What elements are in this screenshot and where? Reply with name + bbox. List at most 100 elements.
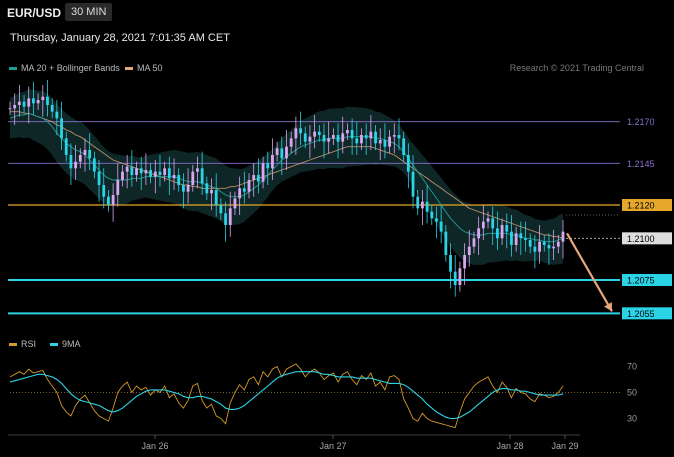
level-box-1: [622, 157, 662, 170]
candle-body: [439, 221, 443, 232]
level-box-4: [622, 274, 672, 286]
candle-body: [402, 138, 406, 155]
candle-body: [416, 196, 420, 209]
candle-body: [533, 246, 537, 252]
candle-body: [542, 241, 546, 245]
candle-body: [196, 168, 199, 172]
candle-body: [271, 155, 274, 169]
candle-body: [280, 148, 284, 159]
candle-body: [299, 128, 302, 134]
candle-body: [369, 131, 373, 139]
candle-body: [481, 221, 485, 229]
candle-body: [27, 98, 31, 107]
legend-rsi-swatch: [9, 342, 17, 346]
level-label-0: 1.2170: [627, 117, 655, 127]
candle-body: [458, 268, 462, 285]
time-tick-label-1: Jan 27: [319, 441, 346, 451]
candle-body: [355, 138, 359, 144]
candle-body: [92, 158, 96, 172]
candle-body: [463, 255, 466, 269]
candle-body: [336, 135, 340, 142]
candle-body: [425, 201, 429, 212]
candle-body: [374, 131, 377, 144]
rsi-9ma-line: [9, 371, 564, 420]
candle-body: [275, 148, 279, 155]
candle-body: [261, 163, 265, 182]
candle-body: [388, 136, 392, 147]
candle-body: [233, 198, 237, 209]
candle-body: [60, 118, 63, 139]
candle-body: [317, 131, 321, 135]
candle-body: [411, 171, 415, 197]
level-label-5: 1.2055: [627, 309, 655, 319]
candle-body: [453, 271, 457, 285]
candle-body: [144, 170, 148, 174]
candle-body: [13, 105, 17, 109]
candle-body: [50, 105, 54, 112]
legend-ma20-swatch: [9, 66, 17, 70]
legend-9ma: 9MA: [50, 339, 81, 349]
bollinger-band: [10, 89, 563, 265]
legend-ma20: MA 20 + Bollinger Bands: [9, 63, 120, 73]
candle-body: [421, 201, 424, 209]
candle-body: [172, 175, 176, 179]
candle-body: [181, 185, 185, 192]
candle-body: [364, 135, 368, 139]
candle-body: [524, 238, 527, 240]
level-box-5: [622, 307, 672, 320]
candle-body: [331, 135, 335, 139]
candle-body: [289, 138, 293, 147]
legend-ma50-swatch: [125, 66, 133, 70]
candle-body: [224, 213, 227, 225]
candle-body: [547, 245, 551, 249]
candle-body: [55, 111, 59, 119]
candle-body: [327, 138, 331, 142]
rsi-tick-70: 70: [627, 362, 637, 372]
candle-body: [46, 96, 49, 105]
candle-body: [528, 240, 532, 247]
candle-body: [406, 155, 410, 172]
candle-body: [153, 171, 157, 177]
candle-body: [200, 168, 204, 184]
legend-9ma-swatch: [50, 342, 58, 346]
candle-body: [219, 205, 223, 214]
candle-body: [285, 146, 288, 159]
candle-body: [83, 150, 87, 155]
candle-body: [266, 163, 270, 169]
candle-body: [510, 231, 513, 245]
candle-body: [392, 135, 396, 137]
candle-body: [500, 225, 504, 239]
time-tick-label-0: Jan 26: [141, 441, 168, 451]
candle-body: [346, 130, 349, 134]
datetime-label: Thursday, January 28, 2021 7:01:35 AM CE…: [10, 32, 230, 44]
candle-body: [205, 183, 209, 194]
candle-body: [256, 175, 260, 182]
candle-body: [228, 208, 232, 225]
candle-body: [97, 171, 101, 185]
candle-body: [303, 133, 307, 142]
candle-body: [514, 233, 518, 245]
candle-body: [177, 175, 181, 185]
candle-body: [130, 166, 134, 175]
candle-body: [191, 171, 195, 185]
timeframe-badge[interactable]: 30 MIN: [65, 3, 113, 21]
candle-body: [74, 161, 78, 169]
candle-body: [430, 211, 434, 219]
time-tick-label-2: Jan 28: [496, 441, 523, 451]
candle-body: [308, 136, 312, 142]
candle-body: [102, 185, 106, 197]
candle-body: [556, 241, 560, 247]
candle-body: [397, 135, 401, 139]
candle-body: [378, 140, 382, 144]
candle-body: [88, 150, 92, 159]
rsi-tick-30: 30: [627, 414, 637, 424]
candle-body: [538, 241, 541, 252]
level-box-3: [622, 232, 672, 245]
candle-body: [383, 140, 387, 147]
candle-body: [135, 168, 138, 175]
candle-body: [242, 188, 246, 192]
level-box-0: [622, 115, 662, 128]
candle-body: [552, 246, 556, 249]
rsi-tick-50: 50: [627, 388, 637, 398]
